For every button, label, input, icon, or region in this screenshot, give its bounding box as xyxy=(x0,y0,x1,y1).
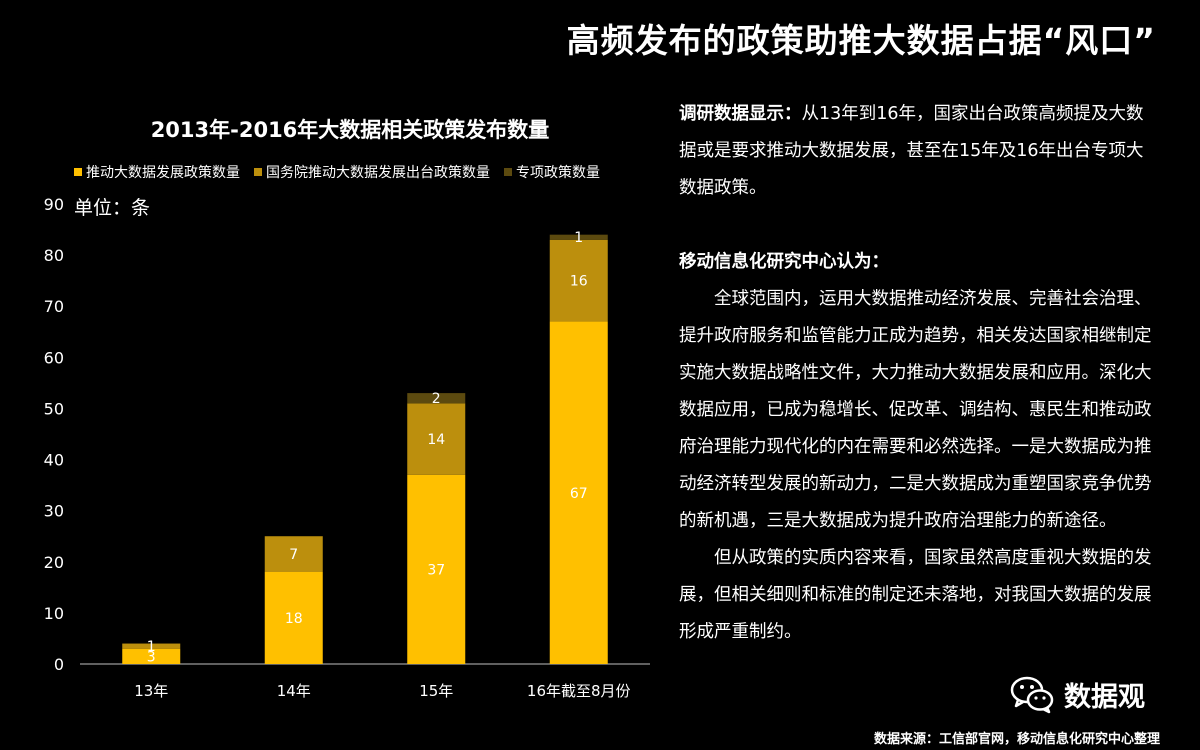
legend-swatch-series-2 xyxy=(254,168,262,176)
brand-logo: 数据观 xyxy=(1010,674,1145,714)
data-label: 3 xyxy=(147,649,156,665)
legend-item-series-2: 国务院推动大数据发展出台政策数量 xyxy=(254,162,490,182)
y-tick-label: 70 xyxy=(44,297,64,316)
legend-swatch-series-3 xyxy=(504,168,512,176)
data-label: 1 xyxy=(147,639,156,655)
bar-segment-2 xyxy=(122,643,181,649)
data-source: 数据来源：工信部官网，移动信息化研究中心整理 xyxy=(873,732,1160,747)
data-label: 1 xyxy=(574,230,583,246)
chart-title: 2013年-2016年大数据相关政策发布数量 xyxy=(150,118,550,142)
x-tick-label: 16年截至8月份 xyxy=(527,682,631,700)
y-tick-label: 60 xyxy=(44,348,64,367)
brand-name: 数据观 xyxy=(1064,681,1145,713)
legend-label-series-3: 专项政策数量 xyxy=(516,165,600,181)
stacked-bar-chart: 01020304050607080903113年18714年3714215年67… xyxy=(44,195,650,700)
legend-label-series-2: 国务院推动大数据发展出台政策数量 xyxy=(266,165,490,181)
data-label: 2 xyxy=(432,391,441,407)
y-tick-label: 90 xyxy=(44,195,64,214)
bar-segment-2 xyxy=(407,403,466,475)
section-heading: 移动信息化研究中心认为： xyxy=(679,252,889,272)
bar-segment-3 xyxy=(549,234,608,240)
y-tick-label: 40 xyxy=(44,451,64,470)
y-tick-label: 80 xyxy=(44,246,64,265)
lead-paragraph: 调研数据显示：从13年到16年，国家出台政策高频提及大数据或是要求推动大数据发展… xyxy=(679,96,1159,207)
lead-text: 从13年到16年，国家出台政策高频提及大数据或是要求推动大数据发展，甚至在15年… xyxy=(679,104,1144,198)
bar-segment-1 xyxy=(407,474,466,664)
y-tick-label: 50 xyxy=(44,399,64,418)
analysis-panel: 调研数据显示：从13年到16年，国家出台政策高频提及大数据或是要求推动大数据发展… xyxy=(679,96,1159,651)
chart-legend: 推动大数据发展政策数量 国务院推动大数据发展出台政策数量 专项政策数量 xyxy=(74,162,600,182)
x-tick-label: 14年 xyxy=(277,682,311,700)
y-tick-label: 30 xyxy=(44,502,64,521)
bar-segment-2 xyxy=(264,536,323,572)
analysis-paragraph-2: 但从政策的实质内容来看，国家虽然高度重视大数据的发展，但相关细则和标准的制定还未… xyxy=(679,548,1152,642)
data-label: 16 xyxy=(570,274,588,290)
legend-label-series-1: 推动大数据发展政策数量 xyxy=(86,165,240,181)
analysis-paragraph-1: 全球范围内，运用大数据推动经济发展、完善社会治理、提升政府服务和监管能力正成为趋… xyxy=(679,289,1152,531)
unit-label: 单位：条 xyxy=(74,197,151,219)
bar-segment-1 xyxy=(264,572,323,664)
y-tick-label: 20 xyxy=(44,553,64,572)
y-tick-label: 0 xyxy=(54,655,64,674)
lead-key: 调研数据显示： xyxy=(679,104,802,124)
bar-segment-3 xyxy=(407,393,466,404)
bar-segment-1 xyxy=(122,648,181,664)
x-tick-label: 13年 xyxy=(134,682,168,700)
data-label: 67 xyxy=(570,486,588,502)
bar-segment-2 xyxy=(549,239,608,322)
data-label: 37 xyxy=(427,562,445,578)
legend-item-series-3: 专项政策数量 xyxy=(504,162,600,182)
x-tick-label: 15年 xyxy=(419,682,453,700)
bar-segment-1 xyxy=(549,321,608,664)
legend-item-series-1: 推动大数据发展政策数量 xyxy=(74,162,240,182)
data-label: 7 xyxy=(289,547,298,563)
wechat-icon xyxy=(1010,676,1054,714)
data-label: 18 xyxy=(285,611,303,627)
page-title: 高频发布的政策助推大数据占据“风口” xyxy=(566,21,1156,60)
data-label: 14 xyxy=(427,432,445,448)
y-tick-label: 10 xyxy=(44,604,64,623)
legend-swatch-series-1 xyxy=(74,168,82,176)
